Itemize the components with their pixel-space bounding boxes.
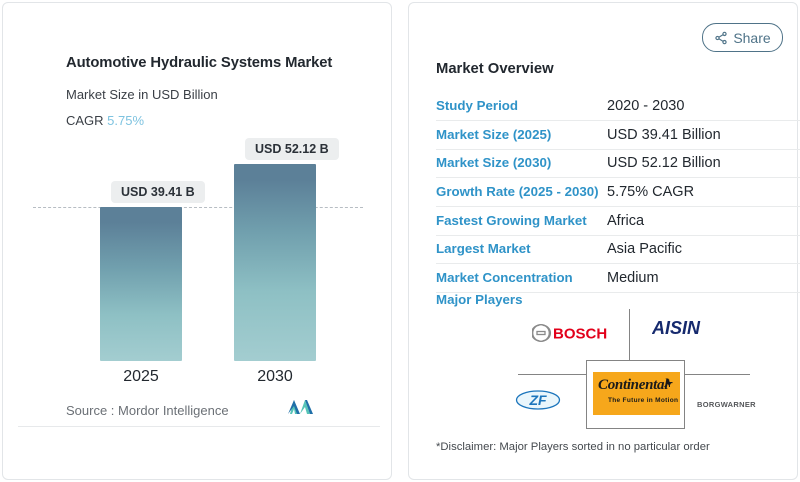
svg-text:AISIN: AISIN <box>652 319 701 338</box>
svg-text:BOSCH: BOSCH <box>553 326 607 343</box>
svg-text:ZF: ZF <box>528 392 547 408</box>
